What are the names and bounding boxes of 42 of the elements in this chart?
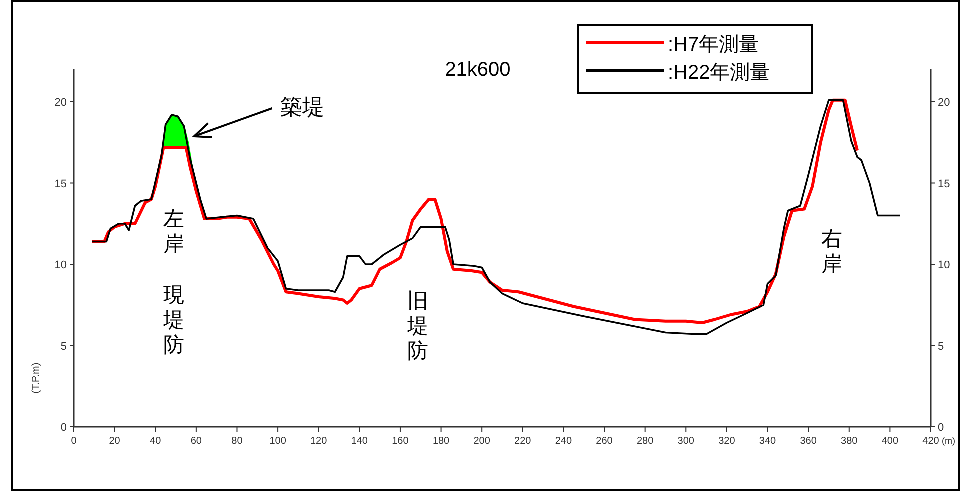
annotation: 旧堤防 [406,290,428,363]
y-tick-label: 10 [54,260,67,272]
x-tick-label: 220 [514,436,532,447]
x-tick-label: 300 [678,436,695,447]
y-tick-label: 0 [60,422,67,434]
x-tick-label: 120 [310,436,328,447]
y-tick-label: 15 [54,178,67,190]
x-tick-label: 140 [351,436,368,447]
y2-tick-label: 5 [938,340,944,353]
chart-title: 21k600 [445,59,511,81]
x-tick-label: 260 [596,436,614,447]
x-tick-label: 320 [718,436,736,447]
x-tick-label: 360 [800,436,818,447]
y-tick-label: 20 [54,97,67,109]
annotation: 左岸 [164,208,184,256]
x-tick-label: 160 [392,436,410,447]
x-tick-label: 200 [474,436,491,447]
x-tick-label: 0 [71,436,78,447]
legend-label: :H7年測量 [668,34,760,56]
x-tick-label: 280 [636,436,654,447]
y-axis-title: (T.P.m) [31,362,42,394]
y2-tick-label: 0 [938,422,944,434]
x-tick-label: 60 [190,436,202,447]
x-tick-label: 180 [432,436,450,447]
annotation: 現堤防 [162,284,184,357]
annotation: 築堤 [280,94,324,120]
x-tick-label: 340 [759,436,777,447]
y2-tick-label: 10 [938,260,950,272]
x-tick-label: 380 [841,436,858,447]
x-tick-label: 40 [150,436,162,447]
x-tick-label: 20 [109,436,121,447]
x-tick-label: 240 [555,436,572,447]
x-axis-title: (m) [942,436,956,446]
legend-label: :H22年測量 [668,62,770,84]
x-tick-label: 420 [922,436,940,447]
y2-tick-label: 15 [938,178,950,190]
y-tick-label: 5 [60,340,67,353]
x-tick-label: 400 [882,436,899,447]
x-tick-label: 100 [270,436,287,447]
annotation: 右岸 [822,228,842,276]
y2-tick-label: 20 [938,97,950,109]
x-tick-label: 80 [232,436,244,447]
